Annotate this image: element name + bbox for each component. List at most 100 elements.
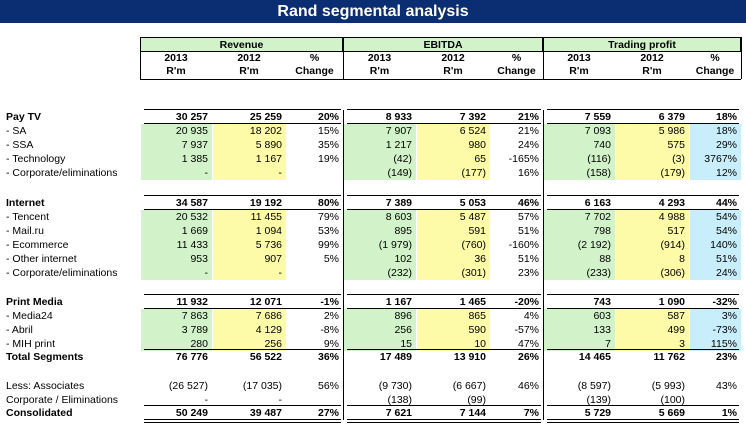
table-cell: - — [204, 167, 209, 179]
table-cell: 256 — [264, 338, 282, 350]
row-label: - Abril — [6, 324, 33, 336]
total-rule — [547, 419, 739, 420]
table-cell: 79% — [317, 211, 339, 223]
group-divider — [343, 110, 344, 420]
table-cell: 57% — [517, 211, 539, 223]
table-cell: 23% — [715, 351, 737, 363]
table-cell: (179) — [660, 167, 685, 179]
table-cell: 76 776 — [175, 351, 208, 363]
row-label: Corporate / Eliminations — [6, 394, 119, 406]
column-divider — [343, 37, 344, 79]
table-cell: 3% — [721, 310, 737, 322]
table-cell: 27% — [317, 407, 339, 419]
table-cell: 3767% — [704, 153, 737, 165]
table-cell: -8% — [320, 324, 339, 336]
table-cell: (301) — [461, 267, 486, 279]
table-cell: 896 — [394, 310, 412, 322]
total-rule — [144, 422, 341, 423]
table-cell: 13 910 — [453, 351, 486, 363]
table-cell: - — [204, 267, 209, 279]
row-rule — [347, 349, 541, 350]
table-cell: (8 597) — [577, 380, 611, 392]
table-cell: 39 487 — [249, 407, 282, 419]
group-header: Revenue — [140, 37, 343, 52]
group-header: EBITDA — [343, 37, 543, 52]
table-cell: 591 — [468, 225, 486, 237]
table-cell: (149) — [387, 167, 412, 179]
cell-background — [344, 309, 416, 351]
table-cell: 7 392 — [459, 111, 486, 123]
table-cell: 11 932 — [176, 296, 208, 308]
column-header: 2012 — [640, 52, 664, 64]
cell-background — [417, 210, 490, 280]
table-cell: -32% — [712, 296, 737, 308]
column-header: % — [309, 52, 320, 64]
table-cell: 44% — [715, 197, 737, 209]
row-rule — [547, 405, 739, 406]
table-cell: 7 621 — [385, 407, 412, 419]
table-cell: (177) — [461, 167, 486, 179]
table-cell: 51% — [715, 253, 737, 265]
column-header: R'm — [443, 65, 463, 77]
table-cell — [286, 166, 339, 180]
table-cell: 895 — [394, 225, 412, 237]
table-cell: (5 993) — [651, 380, 685, 392]
table-cell: 5 487 — [459, 211, 486, 223]
table-cell: 11 433 — [176, 239, 208, 251]
row-rule — [144, 209, 341, 210]
row-rule — [547, 109, 739, 110]
column-header: R'm — [642, 65, 662, 77]
table-cell: 29% — [715, 139, 737, 151]
table-cell: 14 465 — [578, 351, 611, 363]
table-cell: 51% — [517, 225, 539, 237]
table-cell: 575 — [667, 139, 685, 151]
cell-background — [213, 124, 286, 180]
table-cell: 46% — [517, 380, 539, 392]
table-cell: 1 090 — [658, 296, 685, 308]
table-cell: 7 686 — [255, 310, 282, 322]
table-cell: 7 144 — [459, 407, 486, 419]
cell-background — [213, 210, 286, 280]
table-cell: 30 257 — [175, 111, 208, 123]
table-cell: (233) — [586, 267, 611, 279]
table-cell: 88 — [599, 253, 611, 265]
table-cell: 43% — [715, 380, 737, 392]
row-label: Internet — [6, 197, 45, 209]
table-cell — [286, 266, 339, 280]
row-rule — [547, 123, 739, 124]
row-rule — [347, 195, 541, 196]
table-cell: 133 — [593, 324, 611, 336]
table-cell: (17 035) — [242, 380, 282, 392]
total-rule — [347, 419, 541, 420]
table-cell: -160% — [508, 239, 539, 251]
table-cell: 4 129 — [255, 324, 282, 336]
table-cell: 19% — [317, 153, 339, 165]
row-label: - Other internet — [6, 253, 77, 265]
table-cell: 35% — [317, 139, 339, 151]
column-header: Change — [695, 65, 735, 77]
table-cell: 21% — [517, 125, 539, 137]
table-cell: 25 259 — [249, 111, 282, 123]
table-cell: 517 — [667, 225, 685, 237]
table-cell: 54% — [715, 211, 737, 223]
table-cell: 5 669 — [658, 407, 685, 419]
row-label: - SSA — [6, 139, 34, 151]
table-cell: 23% — [517, 267, 539, 279]
cell-background — [544, 124, 615, 180]
table-cell: (9 730) — [378, 380, 412, 392]
column-header: % — [511, 52, 522, 64]
total-rule — [144, 419, 341, 420]
table-cell: 7% — [523, 407, 539, 419]
table-cell: 7 863 — [181, 310, 208, 322]
cell-background — [690, 124, 741, 180]
table-cell: 6 379 — [658, 111, 685, 123]
row-label: - Technology — [6, 153, 66, 165]
column-divider — [741, 37, 742, 79]
cell-background — [141, 124, 212, 180]
column-header: % — [710, 52, 720, 64]
table-cell: (116) — [587, 153, 611, 165]
row-rule — [144, 109, 341, 110]
table-cell: 1 669 — [181, 225, 208, 237]
row-label: - Corporate/eliminations — [6, 167, 118, 179]
cell-background — [417, 309, 490, 351]
